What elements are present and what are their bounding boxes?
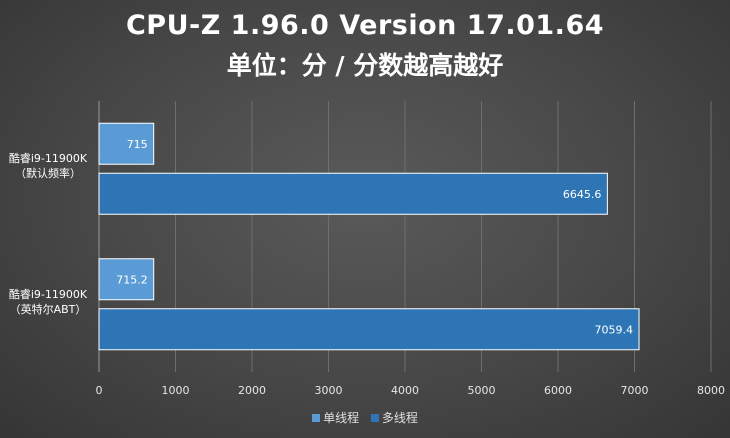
bar-multi	[98, 308, 640, 351]
chart-title: CPU-Z 1.96.0 Version 17.01.64	[125, 10, 605, 41]
x-tick-label: 4000	[391, 384, 419, 397]
category-label-line2: （默认频率）	[15, 167, 81, 180]
x-tick-label: 0	[96, 384, 103, 397]
x-tick-label: 1000	[162, 384, 190, 397]
x-tick-label: 6000	[544, 384, 572, 397]
x-tick-label: 8000	[697, 384, 725, 397]
data-label: 6645.6	[563, 188, 602, 201]
chart-legend: 单线程 多线程	[0, 409, 730, 426]
x-tick-label: 3000	[315, 384, 343, 397]
category-label-line1: 酷睿i9-11900K	[8, 288, 88, 301]
category-label-abt: 酷睿i9-11900K （英特尔ABT）	[0, 287, 96, 317]
bar-single	[98, 258, 155, 301]
data-label: 7059.4	[595, 323, 634, 336]
category-label-line2: （英特尔ABT）	[9, 303, 87, 316]
category-label-default: 酷睿i9-11900K （默认频率）	[0, 151, 96, 181]
legend-swatch-multi	[370, 414, 379, 422]
x-tick-label: 7000	[621, 384, 649, 397]
x-tick-label: 5000	[468, 384, 496, 397]
legend-item-multi: 多线程	[370, 409, 418, 426]
legend-label-multi: 多线程	[381, 411, 418, 425]
legend-swatch-single	[312, 414, 321, 422]
category-label-line1: 酷睿i9-11900K	[8, 152, 88, 165]
chart-subtitle: 单位：分 / 分数越高越好	[226, 51, 504, 80]
data-label: 715.2	[116, 273, 148, 286]
bar-single	[98, 122, 155, 165]
data-label: 715	[127, 138, 148, 151]
x-tick-label: 2000	[238, 384, 266, 397]
legend-label-single: 单线程	[323, 411, 360, 425]
legend-item-single: 单线程	[312, 409, 359, 426]
bar-multi	[98, 172, 608, 215]
